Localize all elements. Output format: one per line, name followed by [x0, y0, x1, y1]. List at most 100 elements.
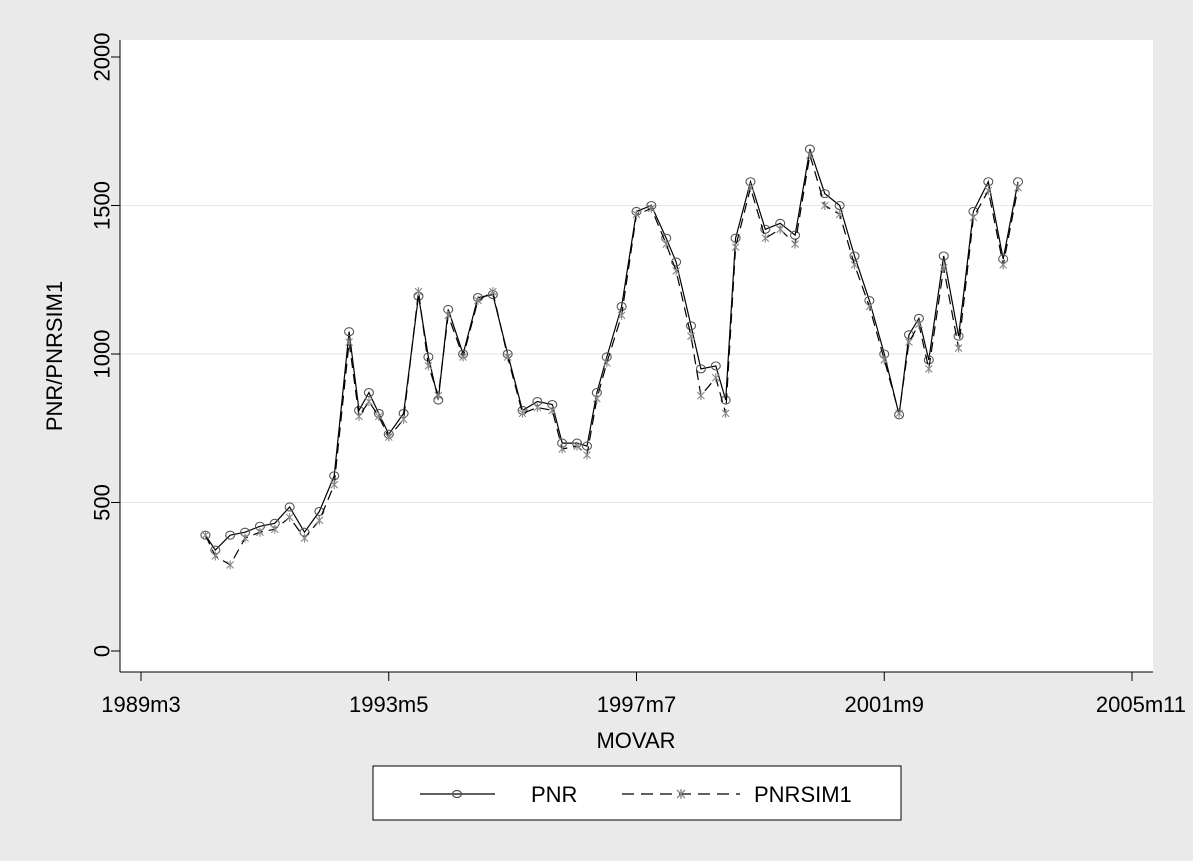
data-point-pnr: [953, 331, 964, 341]
data-point-pnrsim1: [746, 183, 755, 193]
data-point-pnrsim1: [672, 266, 681, 276]
series-line-pnr: [204, 148, 1019, 551]
y-tick-label: 2000: [90, 33, 115, 82]
data-point-pnrsim1: [374, 411, 383, 421]
legend-pnr-marker: [451, 789, 463, 799]
y-tick-label: 500: [90, 484, 115, 521]
y-ticks: 0 500 1000 1500 2000: [90, 33, 120, 657]
series-layer: [200, 144, 1024, 570]
series-pnrsim1: [201, 150, 1022, 570]
x-tick-label: 1989m3: [101, 692, 181, 717]
data-point-pnrsim1: [806, 150, 814, 160]
data-point-pnrsim1: [776, 224, 785, 234]
data-point-pnr: [344, 327, 355, 337]
data-point-pnrsim1: [617, 310, 626, 320]
data-point-pnrsim1: [424, 361, 433, 371]
data-point-pnr: [284, 502, 295, 512]
data-point-pnrsim1: [365, 397, 373, 407]
data-point-pnrsim1: [969, 212, 978, 222]
data-point-pnr: [685, 321, 697, 331]
data-point-pnrsim1: [414, 287, 423, 297]
data-point-pnrsim1: [647, 203, 656, 213]
x-ticks: 1989m3 1993m5 1997m7 2001m9 2005m11: [101, 672, 1186, 717]
data-point-pnr: [834, 200, 845, 211]
legend-label-pnrsim1: PNRSIM1: [754, 782, 852, 807]
data-point-pnr: [363, 388, 374, 398]
data-point-pnr: [581, 441, 593, 451]
data-point-pnrsim1: [880, 355, 889, 365]
data-point-pnrsim1: [592, 394, 601, 404]
data-point-pnrsim1: [820, 201, 829, 210]
data-point-pnr: [730, 233, 741, 243]
legend: PNR PNRSIM1: [372, 765, 902, 821]
data-point-pnrsim1: [459, 352, 467, 362]
y-axis-label: PNR/PNRSIM1: [42, 281, 67, 431]
data-point-pnrsim1: [434, 391, 443, 401]
data-point-pnrsim1: [345, 337, 353, 347]
data-point-pnr: [720, 395, 731, 405]
y-gridlines: [120, 205, 1153, 503]
data-point-pnrsim1: [905, 337, 913, 347]
data-point-pnrsim1: [711, 373, 720, 383]
data-point-pnrsim1: [954, 343, 963, 353]
data-point-pnr: [616, 301, 627, 312]
data-point-pnr: [710, 361, 721, 371]
x-tick-label: 1997m7: [597, 692, 677, 717]
data-point-pnrsim1: [791, 239, 799, 249]
x-tick-label: 2001m9: [844, 692, 924, 717]
legend-pnrsim1-marker: [676, 789, 686, 799]
data-point-pnrsim1: [399, 414, 408, 424]
x-axis-label: MOVAR: [596, 728, 675, 753]
data-point-pnrsim1: [895, 408, 904, 418]
data-point-pnrsim1: [850, 260, 859, 270]
data-point-pnrsim1: [573, 441, 581, 451]
data-point-pnrsim1: [533, 402, 542, 412]
data-point-pnrsim1: [999, 260, 1008, 270]
data-point-pnrsim1: [270, 524, 279, 534]
legend-label-pnr: PNR: [531, 782, 577, 807]
data-point-pnrsim1: [300, 533, 309, 543]
data-point-pnrsim1: [226, 560, 235, 570]
data-point-pnr: [225, 530, 236, 540]
data-point-pnrsim1: [939, 263, 948, 273]
data-point-pnr: [938, 251, 949, 261]
x-tick-label: 1993m5: [349, 692, 429, 717]
y-tick-label: 0: [90, 645, 115, 657]
data-point-pnrsim1: [503, 352, 512, 362]
data-point-pnr: [819, 189, 830, 199]
data-point-pnrsim1: [201, 530, 210, 540]
data-point-pnrsim1: [602, 358, 611, 368]
data-point-pnrsim1: [632, 209, 641, 219]
data-point-pnrsim1: [721, 408, 730, 418]
plot-area: [120, 40, 1153, 672]
data-point-pnr: [423, 352, 434, 362]
data-point-pnrsim1: [285, 512, 294, 522]
data-point-pnr: [314, 506, 325, 516]
y-tick-label: 1000: [90, 330, 115, 379]
data-point-pnrsim1: [548, 405, 557, 415]
data-point-pnrsim1: [915, 319, 923, 329]
data-point-pnrsim1: [583, 450, 591, 460]
data-point-pnrsim1: [355, 411, 363, 421]
data-point-pnrsim1: [687, 331, 695, 341]
data-point-pnr: [760, 224, 771, 234]
data-point-pnrsim1: [315, 515, 324, 525]
data-point-pnrsim1: [1014, 183, 1022, 193]
data-point-pnrsim1: [241, 533, 249, 543]
data-point-pnrsim1: [444, 310, 453, 320]
data-point-pnrsim1: [488, 287, 497, 297]
data-point-pnrsim1: [865, 301, 874, 311]
data-point-pnr: [671, 257, 682, 267]
data-point-pnrsim1: [256, 527, 264, 537]
data-point-pnrsim1: [474, 296, 482, 306]
data-point-pnr: [695, 364, 706, 374]
data-point-pnrsim1: [924, 364, 933, 374]
x-tick-label: 2005m11: [1096, 692, 1186, 717]
data-point-pnrsim1: [761, 233, 770, 243]
series-line-pnrsim1: [204, 154, 1019, 566]
data-point-pnrsim1: [518, 408, 527, 418]
data-point-pnrsim1: [330, 480, 339, 490]
data-point-pnrsim1: [384, 432, 393, 442]
